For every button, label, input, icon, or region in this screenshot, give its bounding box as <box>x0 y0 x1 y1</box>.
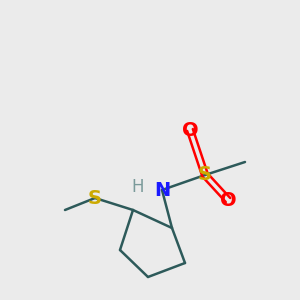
Text: S: S <box>88 188 102 208</box>
Text: S: S <box>198 166 212 184</box>
Text: H: H <box>132 178 144 196</box>
Text: O: O <box>220 190 236 209</box>
Text: O: O <box>182 121 198 140</box>
Text: N: N <box>154 181 170 200</box>
